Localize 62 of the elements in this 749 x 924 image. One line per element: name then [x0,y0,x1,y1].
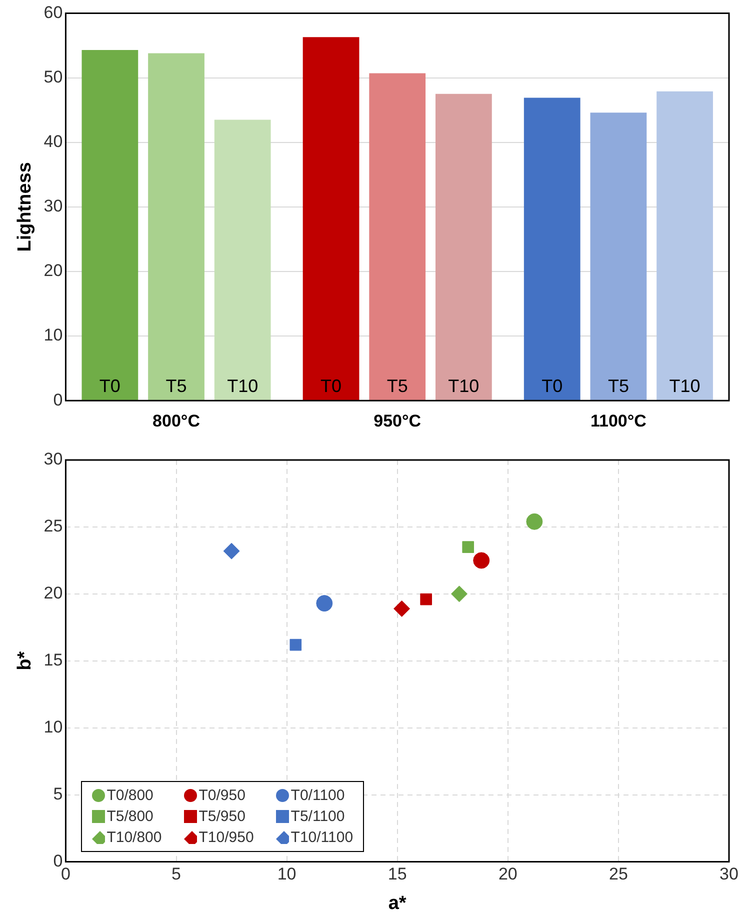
bar [369,73,426,400]
point [316,595,333,612]
point [223,542,240,560]
y-tick-label: 20 [44,261,63,280]
y-tick-label: 50 [44,67,63,86]
x-tick-label: 30 [720,864,738,884]
legend-label: T5/800 [106,808,154,825]
x-tick-label: 20 [498,864,518,884]
x-tick-label: 5 [172,864,181,884]
y-axis-title: Lightness [14,162,36,252]
bar [656,91,713,400]
x-tick-label: 950°C [374,411,422,430]
legend-label: T10/950 [198,828,254,846]
bar [148,53,204,400]
y-axis-title: b* [14,650,36,670]
y-tick-label: 0 [53,390,63,410]
x-axis-title: a* [388,892,407,914]
y-tick-label: 20 [44,584,63,603]
point [526,513,543,530]
legend-label: T5/950 [198,808,246,825]
bar [590,112,647,400]
y-tick-label: 10 [44,718,63,737]
legend-label: T10/800 [106,828,162,846]
point [473,552,490,569]
x-tick-label: 25 [608,864,628,884]
y-tick-label: 15 [44,650,63,670]
legend-label: T0/950 [198,786,246,804]
bar [435,94,492,400]
text: T10 [669,376,700,396]
series-label: T10 [227,376,258,396]
point [394,600,410,617]
text: T5 [608,376,629,396]
text: T0 [320,376,342,396]
y-tick-label: 0 [53,851,63,870]
point [290,638,302,651]
y-tick-label: 25 [44,516,63,536]
bar [214,120,271,400]
y-tick-label: 30 [44,450,63,469]
legend-label: T0/800 [106,786,154,804]
point [462,541,474,553]
series-label: T5 [166,376,187,396]
y-tick-label: 40 [44,132,63,152]
series-label: T0 [99,376,120,396]
point [451,586,468,602]
point [420,593,432,606]
bar [524,98,580,400]
y-tick-label: 5 [53,784,63,804]
text: T5 [386,376,408,396]
bar [302,37,360,400]
x-tick-label: 15 [388,864,407,884]
bar [82,50,138,400]
legend-label: T10/1100 [290,828,354,846]
y-tick-label: 30 [44,196,63,216]
x-tick-label: 10 [277,864,296,884]
text: T10 [448,376,480,396]
x-tick-label: 800°C [152,411,200,430]
text: T0 [542,376,563,396]
x-tick-label: 1100°C [590,411,646,430]
legend-label: T5/1100 [290,808,345,825]
legend-label: T0/1100 [290,786,345,804]
y-tick-label: 10 [44,326,63,345]
y-tick-label: 60 [44,2,63,22]
